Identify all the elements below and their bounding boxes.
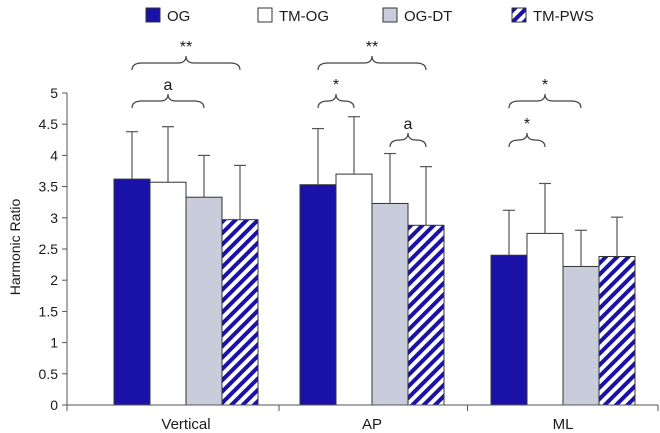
legend-swatch (511, 7, 527, 23)
bar (221, 219, 259, 406)
significance-brace (131, 55, 241, 71)
legend-label: OG (167, 8, 190, 25)
y-axis-title: Harmonic Ratio (7, 199, 23, 296)
y-tick-label: 4.5 (39, 116, 59, 132)
significance-label: * (333, 77, 339, 94)
significance-label: ** (180, 39, 192, 56)
bar (598, 255, 636, 406)
y-tick-label: 0 (50, 397, 58, 413)
x-tick-label: AP (362, 416, 382, 433)
significance-label: a (164, 77, 173, 94)
y-tick-label: 2 (50, 272, 58, 288)
bar (407, 224, 445, 406)
axes: 0 0.5 1 1.5 2 2.5 3 3.5 4 4.5 5 Vertical AP ML (39, 85, 659, 433)
legend-swatch (145, 7, 161, 23)
bar (371, 202, 409, 406)
bar (526, 232, 564, 406)
significance-label: * (524, 116, 530, 133)
y-tick-label: 0.5 (39, 366, 59, 382)
bar (113, 178, 151, 406)
y-tick-label: 4 (50, 147, 58, 163)
y-tick-label: 3 (50, 210, 58, 226)
y-tick-label: 1 (50, 335, 58, 351)
bar (299, 184, 337, 406)
y-tick-label: 2.5 (39, 241, 59, 257)
bar (490, 254, 528, 406)
significance-brace (131, 93, 205, 109)
y-tick-label: 5 (50, 85, 58, 101)
x-tick-label: Vertical (161, 416, 210, 433)
significance-brace (508, 132, 546, 148)
legend-swatch (257, 7, 273, 23)
significance-brace (508, 93, 582, 109)
bar (335, 173, 373, 406)
significance-brace (317, 93, 355, 109)
significance-label: * (542, 77, 548, 94)
legend-label: TM-OG (279, 8, 329, 25)
bars (113, 116, 636, 406)
y-tick-label: 3.5 (39, 179, 59, 195)
significance-label: a (404, 116, 413, 133)
bar (149, 181, 187, 406)
significance-annotations: **a***a** (131, 39, 582, 148)
significance-brace (389, 132, 427, 148)
legend-swatch (382, 7, 398, 23)
legend-label: TM-PWS (533, 8, 594, 25)
y-tick-label: 1.5 (39, 303, 59, 319)
x-tick-label: ML (553, 416, 574, 433)
legend-label: OG-DT (404, 8, 452, 25)
bar (562, 265, 600, 406)
bar (185, 196, 223, 406)
significance-brace (317, 55, 427, 71)
significance-label: ** (366, 39, 378, 56)
legend: OG TM-OG OG-DT TM-PWS (145, 7, 594, 25)
